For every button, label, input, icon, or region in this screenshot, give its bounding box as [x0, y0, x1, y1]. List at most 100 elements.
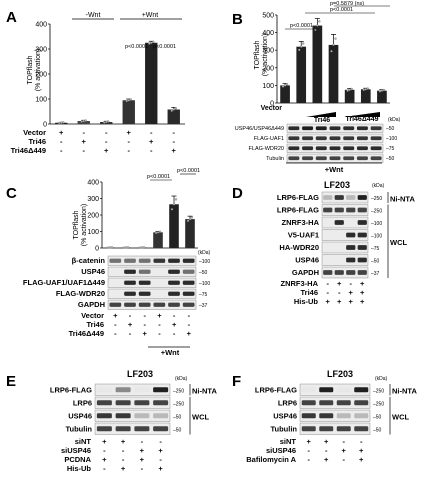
panel-c-cond-mark: -: [114, 329, 117, 338]
panel-f-western-blot: LRP6-FLAG –250 LRP6 –250 USP46 –50 Tubulin –50 N…: [255, 383, 417, 435]
panel-b-pval-2: p<0.0001: [330, 7, 353, 13]
panel-f-cond-mark: -: [325, 446, 328, 455]
panel-a-bar: [167, 109, 180, 124]
panel-c-ytick-label: 0: [95, 246, 99, 253]
panel-d-title: LF203: [324, 180, 350, 190]
panel-b-data-point: [362, 88, 365, 92]
panel-c-data-point: [156, 231, 160, 234]
panel-b-bar: [344, 89, 355, 103]
panel-c-ytick-label: 400: [87, 180, 99, 187]
panel-letter-d: D: [232, 185, 243, 202]
panel-f-band: [319, 387, 334, 393]
panel-a-data-point: [125, 99, 128, 103]
panel-e-band: [96, 387, 112, 393]
panel-d-cond-mark: +: [337, 279, 342, 288]
panel-e-blot-label: USP46: [68, 411, 92, 420]
panel-e-cond-mark: +: [158, 464, 163, 473]
panel-c-band: [153, 258, 166, 263]
panel-b-band: [343, 126, 355, 131]
panel-a-cond-mark: -: [105, 128, 108, 137]
panel-c-blot-strip: [107, 277, 197, 288]
panel-d-band: [346, 207, 356, 213]
panel-c-data-point: [138, 246, 142, 249]
panel-c-band: [182, 291, 195, 296]
panel-d-band: [357, 245, 367, 250]
panel-f-band: [354, 413, 369, 419]
panel-e-cond-mark: +: [140, 455, 145, 464]
panel-c-bar: [153, 232, 163, 248]
panel-f-cond-mark: -: [343, 455, 346, 464]
panel-c-cond-mark: -: [188, 320, 191, 329]
panel-f-band: [301, 400, 316, 406]
panel-b-xlabel-tri46: Tri46: [314, 117, 330, 124]
panel-e-band: [115, 387, 131, 393]
panel-e-cond-label: PCDNA: [64, 455, 91, 464]
panel-b-band: [288, 156, 300, 161]
panel-d-cond-mark: -: [327, 288, 330, 297]
panel-c-cond-mark: -: [158, 320, 161, 329]
panel-f-band: [336, 426, 351, 432]
panel-c-cond-mark: -: [173, 311, 176, 320]
panel-c-band: [138, 280, 151, 285]
panel-a-ytick-label: 200: [35, 72, 47, 79]
panel-c-kda-marker: –50: [199, 270, 208, 276]
panel-e-blot-strip: [94, 383, 171, 396]
panel-e-blot-strip: [94, 409, 171, 422]
panel-f-cond-mark: -: [308, 446, 311, 455]
panel-c-data-point: [124, 246, 128, 249]
panel-d-cond-mark: -: [350, 279, 353, 288]
panel-e-band: [153, 413, 169, 419]
panel-a-cond-mark: -: [83, 128, 86, 137]
panel-a-data-point: [80, 120, 83, 123]
panel-c-pval-1: p<0.0001: [147, 174, 170, 180]
panel-e-band: [153, 426, 169, 432]
panel-d-band: [346, 245, 356, 250]
panel-d-blot-label: ZNRF3-HA: [282, 218, 320, 227]
panel-f-blot-strip: [299, 396, 371, 409]
panel-e-cond-mark: +: [121, 437, 126, 446]
panel-a-cond-mark: -: [150, 146, 153, 155]
panel-f-cond-mark: +: [307, 437, 312, 446]
panel-a-ylabel-2: (% activation): [35, 49, 42, 91]
panel-c-band: [168, 269, 180, 274]
panel-c-cond-mark: -: [144, 311, 147, 320]
panel-a-cond-mark: -: [173, 137, 176, 146]
panel-c-bar-chart: 0 100 200 300 400: [87, 180, 198, 253]
panel-e-blot-label: LRP6-FLAG: [50, 385, 92, 394]
panel-a-cond-mark: +: [172, 146, 177, 155]
panel-b-band: [370, 126, 382, 131]
panel-b-bar: [280, 85, 290, 103]
panel-c-blot-strip: [107, 255, 197, 266]
panel-f-cond-mark: +: [324, 455, 329, 464]
panel-a-data-point: [129, 98, 132, 101]
panel-a-data-point: [82, 119, 85, 123]
panel-a-group-plus: +Wnt: [142, 12, 159, 19]
panel-b-data-point: [281, 85, 285, 88]
panel-d-blot-label: GAPDH: [292, 268, 319, 277]
panel-b-data-point: [346, 89, 349, 92]
panel-b-bar: [377, 90, 387, 103]
panel-d-blot-strip: [321, 241, 369, 254]
panel-b-bar: [360, 89, 371, 103]
panel-c-data-point: [158, 230, 162, 233]
panel-a-bar: [145, 42, 158, 124]
panel-e-kda-header: (kDa): [175, 376, 188, 382]
panel-e-blot-strip: [94, 422, 171, 435]
panel-a-data-point: [107, 120, 110, 123]
panel-a-cond-label: Tri46: [28, 137, 46, 146]
panel-f-band: [354, 400, 369, 406]
panel-c-blot-strip: [107, 299, 197, 310]
panel-c-band: [168, 302, 180, 307]
panel-d-cond-label: Tri46: [300, 288, 318, 297]
panel-b-band: [302, 156, 314, 161]
panel-d-blot-label: LRP6-FLAG: [277, 205, 319, 214]
panel-c-ylabel-1: TOPflash: [73, 210, 80, 239]
panel-c-band: [168, 258, 180, 263]
panel-e-cond-mark: -: [103, 446, 106, 455]
panel-c-band: [109, 302, 122, 307]
panel-a-ytick-label: 300: [35, 47, 47, 54]
panel-f-group2-label: WCL: [392, 413, 409, 422]
panel-a-data-point: [172, 108, 175, 111]
panel-b-bar: [312, 25, 323, 104]
panel-c-ytick-label: 100: [87, 229, 99, 236]
